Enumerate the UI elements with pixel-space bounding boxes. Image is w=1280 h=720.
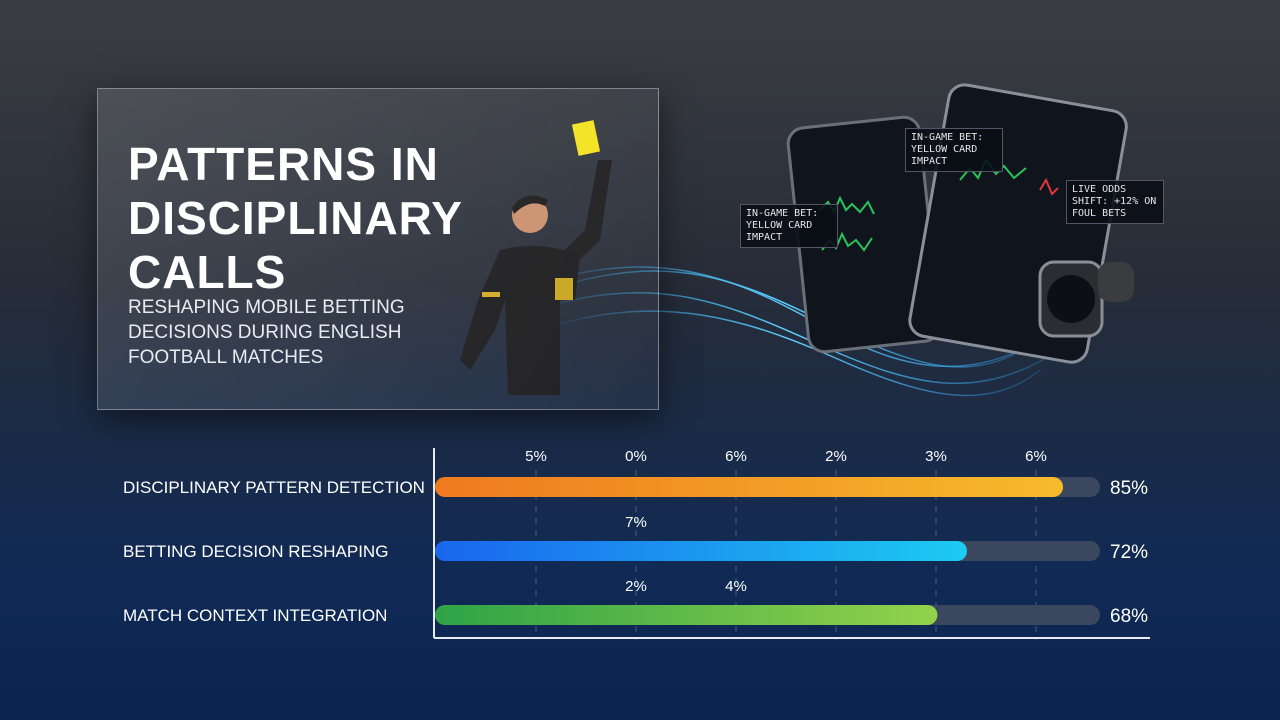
hero-title: PATTERNS IN DISCIPLINARY CALLS	[128, 138, 463, 298]
value-label: 85%	[1110, 478, 1148, 499]
category-label: MATCH CONTEXT INTEGRATION	[123, 606, 387, 625]
value-label: 72%	[1110, 542, 1148, 563]
bar	[435, 477, 1064, 497]
annotation: 2%	[825, 448, 847, 465]
annotation: 6%	[725, 448, 747, 465]
callout: LIVE ODDS SHIFT: +12% ON FOUL BETS	[1066, 180, 1164, 224]
value-label: 68%	[1110, 606, 1148, 627]
annotation: 6%	[1025, 448, 1047, 465]
annotation: 4%	[725, 578, 747, 595]
annotation: 0%	[625, 448, 647, 465]
annotation: 5%	[525, 448, 547, 465]
referee	[460, 120, 612, 395]
category-label: DISCIPLINARY PATTERN DETECTION	[123, 478, 425, 497]
hero-subtitle: RESHAPING MOBILE BETTING DECISIONS DURIN…	[128, 297, 405, 368]
annotation: 3%	[925, 448, 947, 465]
annotation: 7%	[625, 514, 647, 531]
hero-panel: PATTERNS IN DISCIPLINARY CALLS RESHAPING…	[97, 88, 659, 410]
annotation: 2%	[625, 578, 647, 595]
bar	[435, 541, 967, 561]
callout: IN-GAME BET: YELLOW CARD IMPACT	[905, 128, 1003, 172]
category-label: BETTING DECISION RESHAPING	[123, 542, 388, 561]
bar	[435, 605, 938, 625]
callout: IN-GAME BET: YELLOW CARD IMPACT	[740, 204, 838, 248]
